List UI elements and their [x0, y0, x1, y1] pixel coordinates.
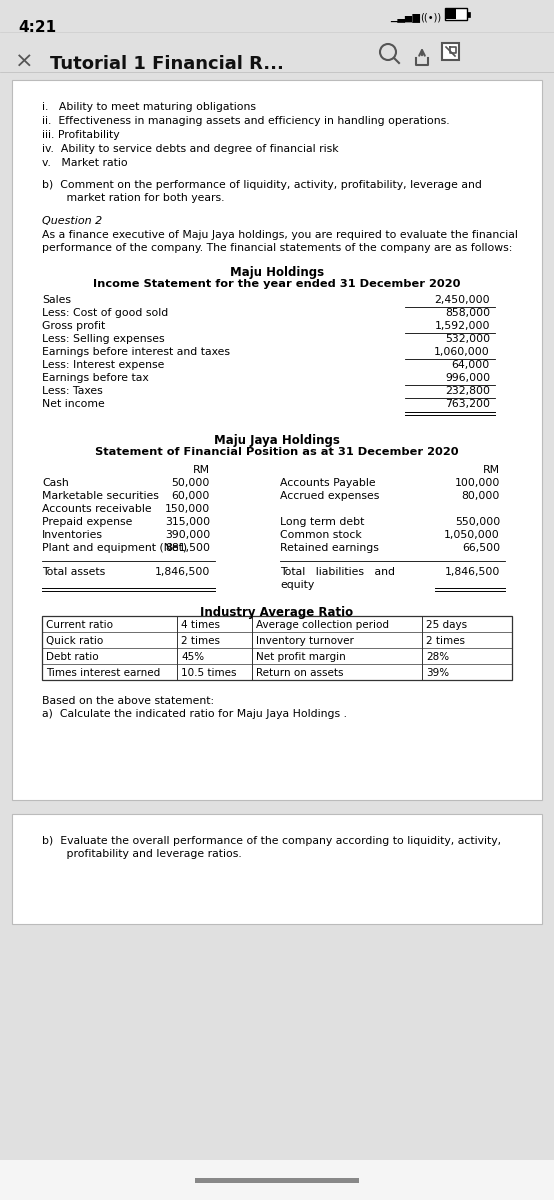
Text: 1,050,000: 1,050,000: [444, 530, 500, 540]
Text: 4 times: 4 times: [181, 620, 220, 630]
Text: Less: Taxes: Less: Taxes: [42, 386, 102, 396]
Text: 532,000: 532,000: [445, 334, 490, 344]
Text: ▁▃▅▇: ▁▃▅▇: [390, 12, 420, 22]
Text: Average collection period: Average collection period: [256, 620, 389, 630]
Text: Question 2: Question 2: [42, 216, 102, 226]
FancyBboxPatch shape: [12, 814, 542, 924]
Text: Tutorial 1 Financial R...: Tutorial 1 Financial R...: [50, 55, 284, 73]
Text: Net profit margin: Net profit margin: [256, 652, 346, 662]
Text: 4:21: 4:21: [18, 20, 56, 35]
Text: 10.5 times: 10.5 times: [181, 668, 237, 678]
Text: iv.  Ability to service debts and degree of financial risk: iv. Ability to service debts and degree …: [42, 144, 338, 154]
Text: Accrued expenses: Accrued expenses: [280, 491, 379, 502]
Text: 763,200: 763,200: [445, 398, 490, 409]
Text: Debt ratio: Debt ratio: [46, 652, 99, 662]
Text: ii.  Effectiveness in managing assets and efficiency in handling operations.: ii. Effectiveness in managing assets and…: [42, 116, 450, 126]
FancyBboxPatch shape: [195, 1178, 359, 1183]
Text: Current ratio: Current ratio: [46, 620, 113, 630]
Text: 2 times: 2 times: [426, 636, 465, 646]
Text: 881,500: 881,500: [165, 542, 210, 553]
Text: Prepaid expense: Prepaid expense: [42, 517, 132, 527]
Text: Inventories: Inventories: [42, 530, 103, 540]
Text: 60,000: 60,000: [172, 491, 210, 502]
Text: Return on assets: Return on assets: [256, 668, 343, 678]
Text: Total assets: Total assets: [42, 566, 105, 577]
Text: Marketable securities: Marketable securities: [42, 491, 159, 502]
Text: Quick ratio: Quick ratio: [46, 636, 103, 646]
FancyBboxPatch shape: [12, 80, 542, 800]
Text: Industry Average Ratio: Industry Average Ratio: [201, 606, 353, 619]
Text: Net income: Net income: [42, 398, 105, 409]
Text: ×: ×: [15, 52, 34, 72]
Text: 50,000: 50,000: [172, 478, 210, 488]
Text: Accounts receivable: Accounts receivable: [42, 504, 152, 514]
Text: 1,846,500: 1,846,500: [155, 566, 210, 577]
Text: Long term debt: Long term debt: [280, 517, 365, 527]
FancyBboxPatch shape: [442, 43, 459, 60]
Text: 2,450,000: 2,450,000: [434, 295, 490, 305]
Text: Less: Cost of good sold: Less: Cost of good sold: [42, 308, 168, 318]
Text: 66,500: 66,500: [462, 542, 500, 553]
Text: Income Statement for the year ended 31 December 2020: Income Statement for the year ended 31 D…: [93, 278, 461, 289]
Text: a)  Calculate the indicated ratio for Maju Jaya Holdings .: a) Calculate the indicated ratio for Maj…: [42, 709, 347, 719]
Text: Retained earnings: Retained earnings: [280, 542, 379, 553]
Text: 315,000: 315,000: [165, 517, 210, 527]
Text: RM: RM: [483, 464, 500, 475]
Text: 100,000: 100,000: [455, 478, 500, 488]
Text: b)  Comment on the performance of liquidity, activity, profitability, leverage a: b) Comment on the performance of liquidi…: [42, 180, 482, 190]
Text: 39%: 39%: [426, 668, 449, 678]
Text: Common stock: Common stock: [280, 530, 362, 540]
Text: Earnings before interest and taxes: Earnings before interest and taxes: [42, 347, 230, 358]
Text: 25 days: 25 days: [426, 620, 467, 630]
Text: Maju Jaya Holdings: Maju Jaya Holdings: [214, 434, 340, 446]
Text: RM: RM: [193, 464, 210, 475]
Text: 1,592,000: 1,592,000: [434, 320, 490, 331]
Text: iii. Profitability: iii. Profitability: [42, 130, 120, 140]
Text: Based on the above statement:: Based on the above statement:: [42, 696, 214, 706]
FancyBboxPatch shape: [467, 12, 470, 17]
Text: performance of the company. The financial statements of the company are as follo: performance of the company. The financia…: [42, 242, 512, 253]
Text: i.   Ability to meet maturing obligations: i. Ability to meet maturing obligations: [42, 102, 256, 112]
Text: Statement of Financial Position as at 31 December 2020: Statement of Financial Position as at 31…: [95, 446, 459, 457]
Text: Earnings before tax: Earnings before tax: [42, 373, 149, 383]
Text: 150,000: 150,000: [165, 504, 210, 514]
Text: Inventory turnover: Inventory turnover: [256, 636, 354, 646]
FancyBboxPatch shape: [0, 1160, 554, 1200]
Text: equity: equity: [280, 580, 314, 590]
Text: 64,000: 64,000: [452, 360, 490, 370]
Text: v.   Market ratio: v. Market ratio: [42, 158, 127, 168]
Text: profitability and leverage ratios.: profitability and leverage ratios.: [42, 850, 242, 859]
Text: 232,800: 232,800: [445, 386, 490, 396]
Text: market ration for both years.: market ration for both years.: [42, 193, 224, 203]
Text: 1,846,500: 1,846,500: [445, 566, 500, 577]
Text: 858,000: 858,000: [445, 308, 490, 318]
Text: Gross profit: Gross profit: [42, 320, 105, 331]
Text: Accounts Payable: Accounts Payable: [280, 478, 376, 488]
Text: ((•)): ((•)): [420, 12, 441, 22]
Text: 550,000: 550,000: [455, 517, 500, 527]
Text: Cash: Cash: [42, 478, 69, 488]
Text: 390,000: 390,000: [165, 530, 210, 540]
FancyBboxPatch shape: [446, 8, 456, 19]
Text: b)  Evaluate the overall performance of the company according to liquidity, acti: b) Evaluate the overall performance of t…: [42, 836, 501, 846]
Text: Maju Holdings: Maju Holdings: [230, 266, 324, 278]
Text: 45%: 45%: [181, 652, 204, 662]
FancyBboxPatch shape: [445, 8, 467, 20]
Text: Plant and equipment (Net): Plant and equipment (Net): [42, 542, 187, 553]
Text: Total   liabilities   and: Total liabilities and: [280, 566, 395, 577]
Text: 80,000: 80,000: [461, 491, 500, 502]
Text: Less: Selling expenses: Less: Selling expenses: [42, 334, 165, 344]
Text: 28%: 28%: [426, 652, 449, 662]
Text: As a finance executive of Maju Jaya holdings, you are required to evaluate the f: As a finance executive of Maju Jaya hold…: [42, 230, 518, 240]
Text: Times interest earned: Times interest earned: [46, 668, 160, 678]
Text: 1,060,000: 1,060,000: [434, 347, 490, 358]
Text: 996,000: 996,000: [445, 373, 490, 383]
Text: Sales: Sales: [42, 295, 71, 305]
FancyBboxPatch shape: [42, 616, 512, 680]
Text: Less: Interest expense: Less: Interest expense: [42, 360, 165, 370]
Text: 2 times: 2 times: [181, 636, 220, 646]
